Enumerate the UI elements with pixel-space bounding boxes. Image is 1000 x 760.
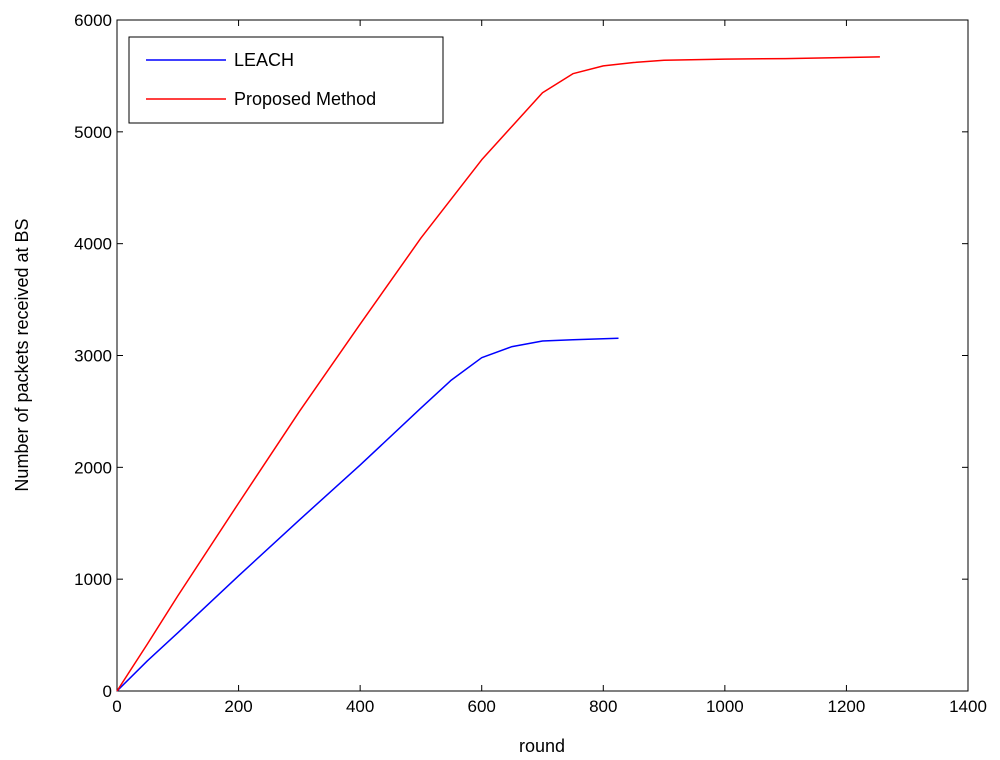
x-tick-label: 0 xyxy=(112,697,121,716)
x-tick-label: 400 xyxy=(346,697,374,716)
x-axis-label: round xyxy=(519,736,565,756)
y-tick-label: 3000 xyxy=(74,347,112,366)
ticks-group: 0 200 400 600 800 1000 1200 1400 0 1000 2000 3000 40… xyxy=(74,11,987,716)
x-tick-label: 600 xyxy=(468,697,496,716)
series-line-leach xyxy=(116,337,619,692)
y-tick-label: 0 xyxy=(103,682,112,701)
x-tick-label: 800 xyxy=(589,697,617,716)
y-tick-label: 1000 xyxy=(74,570,112,589)
x-tick-label: 1400 xyxy=(949,697,987,716)
y-tick-label: 6000 xyxy=(74,11,112,30)
plot-area xyxy=(116,19,969,692)
legend-label-leach: LEACH xyxy=(234,50,294,70)
x-tick-label: 1000 xyxy=(706,697,744,716)
legend-label-proposed-method: Proposed Method xyxy=(234,89,376,109)
legend: LEACH Proposed Method xyxy=(128,36,444,124)
series-line-proposed-method xyxy=(116,56,880,692)
x-tick-label: 1200 xyxy=(828,697,866,716)
y-tick-label: 4000 xyxy=(74,235,112,254)
y-tick-label: 2000 xyxy=(74,458,112,477)
series-group xyxy=(116,56,880,692)
y-axis-label: Number of packets received at BS xyxy=(12,218,32,491)
legend-box xyxy=(128,36,444,124)
x-tick-label: 200 xyxy=(224,697,252,716)
y-tick-label: 5000 xyxy=(74,123,112,142)
